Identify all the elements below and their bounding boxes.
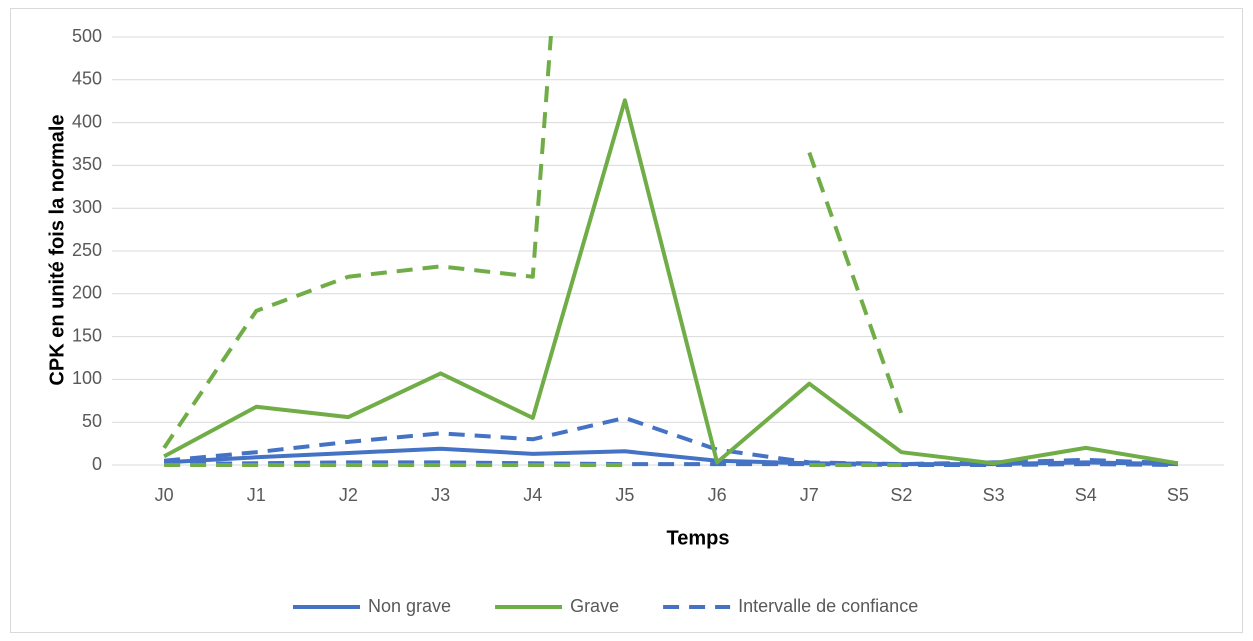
- y-tick-label: 200: [72, 283, 102, 303]
- legend-label: Non grave: [368, 596, 451, 616]
- x-tick-label: J2: [339, 485, 358, 505]
- series-line: [163, 98, 1179, 466]
- y-tick-label: 50: [82, 411, 102, 431]
- x-tick-label: J4: [523, 485, 542, 505]
- ci-upper-line: [162, 36, 904, 450]
- y-tick-label: 350: [72, 154, 102, 174]
- x-tick-label: J5: [615, 485, 634, 505]
- legend-label: Grave: [570, 596, 619, 616]
- y-tick-label: 100: [72, 368, 102, 388]
- y-axis-title: CPK en unité fois la normale: [46, 114, 68, 385]
- x-tick-label: J7: [800, 485, 819, 505]
- y-tick-label: 0: [92, 454, 102, 474]
- legend: Non grave Grave Intervalle de confiance: [293, 596, 918, 616]
- x-tick-label: S2: [890, 485, 912, 505]
- ci-upper-line: [163, 415, 1178, 467]
- y-tick-label: 450: [72, 69, 102, 89]
- y-tick-label: 300: [72, 197, 102, 217]
- x-tick-label: S5: [1167, 485, 1189, 505]
- x-tick-label: J1: [247, 485, 266, 505]
- x-tick-label: S3: [983, 485, 1005, 505]
- series-line: [163, 446, 1178, 467]
- y-tick-label: 150: [72, 325, 102, 345]
- y-tick-label: 500: [72, 26, 102, 46]
- legend-label: Intervalle de confiance: [738, 596, 918, 616]
- y-tick-label: 400: [72, 111, 102, 131]
- x-tick-label: S4: [1075, 485, 1097, 505]
- x-axis-title: Temps: [667, 527, 730, 549]
- plot-area: [162, 36, 1179, 467]
- x-tick-label: J0: [155, 485, 174, 505]
- x-tick-label: J3: [431, 485, 450, 505]
- x-tick-label: J6: [708, 485, 727, 505]
- y-tick-label: 250: [72, 240, 102, 260]
